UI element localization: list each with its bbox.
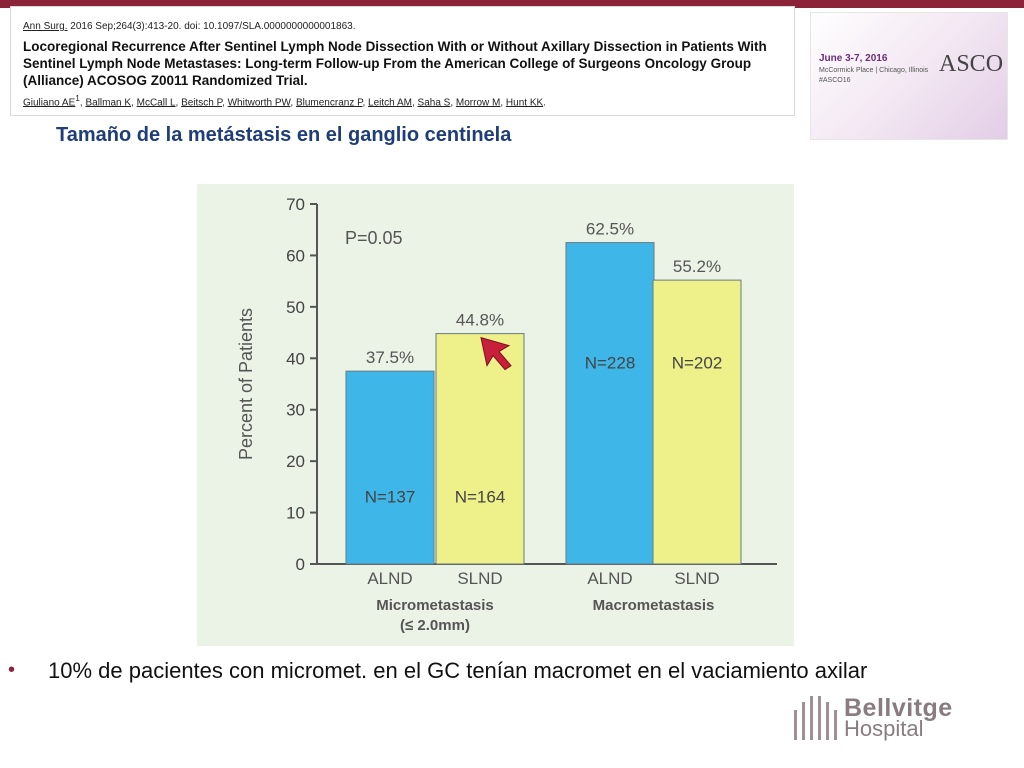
author-link[interactable]: Whitworth PW [227,97,291,109]
author-link[interactable]: Hunt KK [505,97,544,109]
author-link[interactable]: Saha S [417,97,451,109]
bar-n-label: N=202 [672,354,723,373]
y-tick-label: 20 [286,452,305,471]
bar-n-label: N=228 [585,354,636,373]
asco-dates: June 3-7, 2016 [819,53,888,64]
bullet-text: 10% de pacientes con micromet. en el GC … [48,658,868,683]
author-link[interactable]: Leitch AM [368,97,412,109]
bar-chart-photo: 0 10 20 30 40 50 60 70 Percent of Patients P=0.05… [197,184,794,646]
asco-place: McCormick Place | Chicago, Illinois [819,67,929,74]
bullet-point: • 10% de pacientes con micromet. en el G… [8,656,968,685]
citation-ref-text: 2016 Sep;264(3):413-20. doi: 10.1097/SLA… [67,21,356,32]
logo-subtitle: Hospital [844,716,924,741]
asco-hashtag: #ASCO16 [819,77,851,84]
bellvitge-hospital-logo: Bellvitge Hospital [790,690,990,745]
author-link[interactable]: Beitsch P [181,97,223,109]
y-tick-label: 30 [286,401,305,420]
bar-n-label: N=164 [455,487,506,506]
x-category-label: SLND [457,569,502,588]
x-category-label: ALND [367,569,412,588]
bar-n-label: N=137 [365,487,416,506]
top-accent-bar [0,0,1024,8]
citation-box: Ann Surg. 2016 Sep;264(3):413-20. doi: 1… [10,6,795,116]
bar-alnd-macro [565,242,655,565]
asco-logo: ASCO [939,51,1004,77]
y-tick-label: 40 [286,349,305,368]
bar-slnd-micro [435,333,525,565]
bar-value-label: 37.5% [366,348,414,367]
bar-slnd-macro [652,279,742,565]
y-tick-label: 50 [286,298,305,317]
x-category-label: ALND [587,569,632,588]
group-label: Macrometastasis [593,597,715,614]
slide-title: Tamaño de la metástasis en el ganglio ce… [56,124,512,146]
author-link[interactable]: Ballman K [85,97,132,109]
asco-banner: June 3-7, 2016 McCormick Place | Chicago… [810,12,1008,140]
citation-authors: Giuliano AE1, Ballman K, McCall L, Beits… [23,93,546,109]
bullet-dot: • [8,659,16,681]
bellvitge-bars-icon [790,696,842,740]
author-affiliation-marker: 1 [75,93,80,103]
y-tick-label: 60 [286,246,305,265]
bar-value-label: 55.2% [673,257,721,276]
x-category-label: SLND [674,569,719,588]
bar-value-label: 44.8% [456,311,504,330]
y-tick-label: 70 [286,195,305,214]
logo-name: Bellvitge [844,694,953,722]
bar-value-label: 62.5% [586,220,634,239]
group-label: Micrometastasis [376,597,494,614]
author-link[interactable]: Giuliano AE [23,97,76,109]
author-link[interactable]: Morrow M [455,97,501,109]
citation-journal-link[interactable]: Ann Surg. [23,21,68,32]
author-link[interactable]: McCall L [136,97,176,109]
bar-chart: 0 10 20 30 40 50 60 70 Percent of Patients P=0.05… [236,195,777,634]
y-axis-label: Percent of Patients [236,308,256,460]
citation-title: Locoregional Recurrence After Sentinel L… [23,39,767,88]
p-value-annotation: P=0.05 [345,228,403,248]
group-sublabel: (≤ 2.0mm) [400,617,470,634]
red-pointer-arrow-icon [480,336,512,371]
bar-alnd-micro [345,370,435,565]
y-tick-label: 10 [286,504,305,523]
author-link[interactable]: Blumencranz P [295,97,363,109]
citation-reference: Ann Surg. 2016 Sep;264(3):413-20. doi: 1… [23,21,782,32]
y-tick-label: 0 [296,555,305,574]
